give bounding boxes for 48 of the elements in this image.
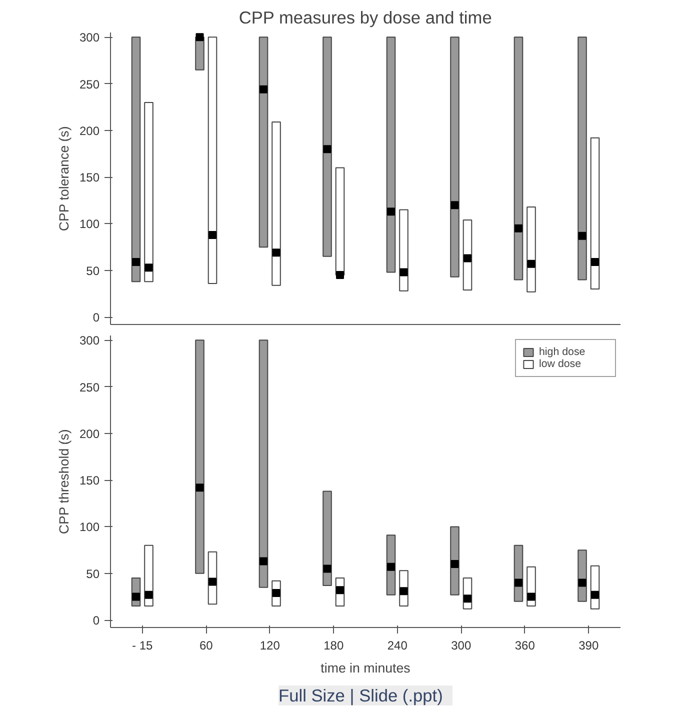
x-tick-label: - 15 <box>132 638 154 652</box>
text: Full Size | Slide (.ppt) <box>278 686 443 706</box>
x-tick-label: 390 <box>578 638 599 652</box>
y-tick-label: 200 <box>79 426 100 441</box>
bar <box>208 36 218 284</box>
y-tick-label: 150 <box>79 170 100 185</box>
y-tick-label: 50 <box>86 566 100 581</box>
bar <box>272 122 281 286</box>
y-tick-label: 50 <box>86 264 100 278</box>
chart-title: CPP measures by dose and time <box>238 8 492 28</box>
y-tick-label: 200 <box>79 124 100 138</box>
x-tick-label: 60 <box>199 638 214 652</box>
legend-label: low dose <box>539 358 582 370</box>
bar <box>131 36 141 282</box>
x-tick-label: 360 <box>514 638 536 652</box>
y-tick-label: 300 <box>79 30 100 45</box>
y-tick-label: 250 <box>79 380 100 394</box>
bar <box>144 102 154 282</box>
bar <box>450 526 460 596</box>
bar <box>526 206 536 292</box>
y-tick-label: 100 <box>79 520 100 534</box>
y-tick-label: 300 <box>79 334 100 348</box>
y-tick-label: 0 <box>92 614 100 628</box>
x-axis-title: time in minutes <box>320 660 411 676</box>
x-tick-label: 120 <box>260 638 280 652</box>
bar <box>386 36 396 273</box>
x-tick-label: 180 <box>324 638 344 652</box>
y-axis-title: CPP threshold (s) <box>56 429 72 534</box>
y-axis-title: CPP tolerance (s) <box>56 126 72 232</box>
bar <box>578 36 587 280</box>
x-tick-label: 300 <box>451 638 472 652</box>
x-tick-label: 240 <box>387 638 408 652</box>
y-tick-label: 100 <box>79 217 100 232</box>
y-tick-label: 150 <box>79 474 100 488</box>
bar <box>335 167 345 276</box>
bar <box>322 36 332 257</box>
bar <box>399 209 408 292</box>
bar <box>258 36 268 248</box>
bar <box>195 340 204 574</box>
bar <box>462 220 472 290</box>
bar <box>450 36 460 278</box>
bar <box>258 340 268 588</box>
y-tick-label: 250 <box>79 77 100 92</box>
legend-label: high dose <box>539 346 586 358</box>
bar <box>590 137 600 290</box>
bar <box>514 36 524 280</box>
bar <box>322 490 332 586</box>
y-tick-label: 0 <box>92 310 100 325</box>
